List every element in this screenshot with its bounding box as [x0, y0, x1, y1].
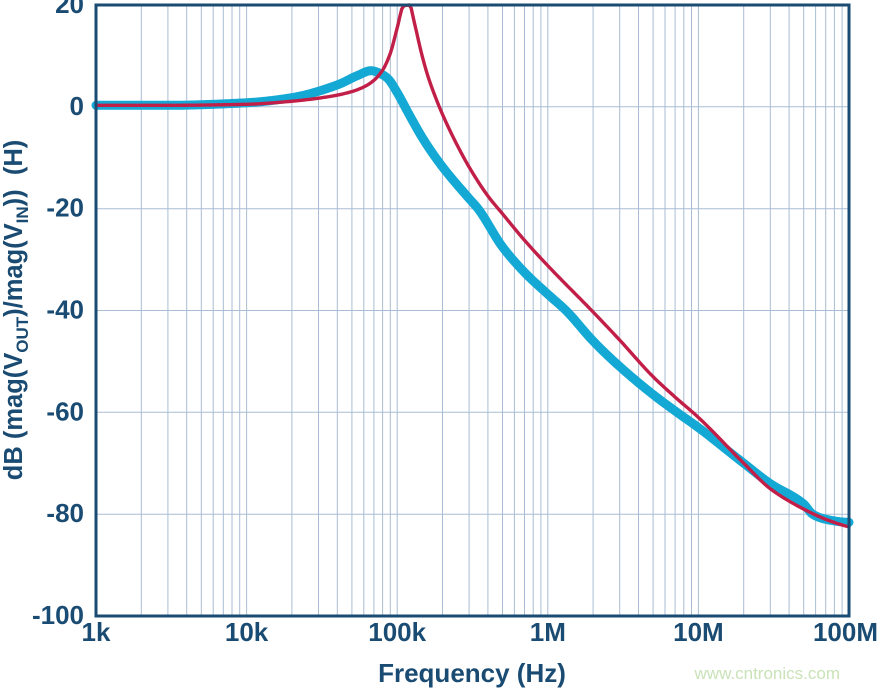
svg-text:Frequency (Hz): Frequency (Hz) [378, 658, 566, 688]
svg-text:www.cntronics.com: www.cntronics.com [694, 664, 840, 683]
svg-text:20: 20 [55, 0, 84, 19]
svg-text:-100: -100 [32, 600, 84, 630]
svg-text:dB (mag(VOUT)/mag(VIN)) (H): dB (mag(VOUT)/mag(VIN)) (H) [0, 140, 32, 480]
svg-text:-80: -80 [46, 498, 84, 528]
svg-text:1k: 1k [82, 617, 111, 647]
svg-text:10M: 10M [673, 617, 724, 647]
svg-text:-60: -60 [46, 396, 84, 426]
svg-text:-20: -20 [46, 193, 84, 223]
svg-text:100k: 100k [368, 617, 426, 647]
svg-text:10k: 10k [225, 617, 269, 647]
svg-text:100M: 100M [813, 617, 878, 647]
svg-text:-40: -40 [46, 295, 84, 325]
svg-text:0: 0 [70, 91, 84, 121]
svg-text:1M: 1M [530, 617, 566, 647]
